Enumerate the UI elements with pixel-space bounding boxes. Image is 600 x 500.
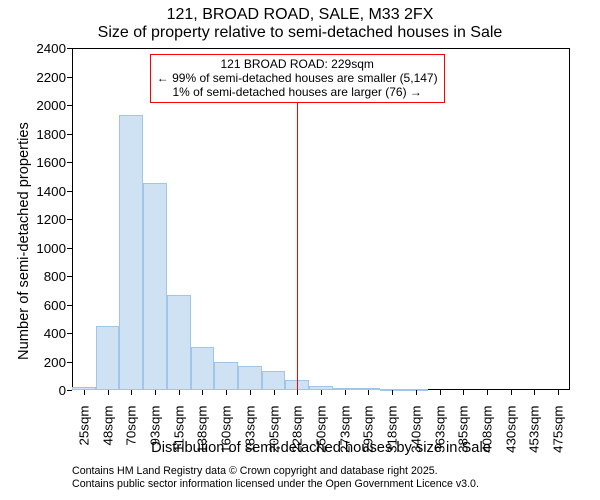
histogram-bar (214, 362, 238, 391)
y-tick-label: 1800 (32, 127, 66, 142)
x-tick-mark (297, 390, 298, 395)
x-tick-mark (392, 390, 393, 395)
y-tick-mark (67, 333, 72, 334)
y-tick-mark (67, 276, 72, 277)
y-tick-label: 1200 (32, 212, 66, 227)
y-tick-label: 1600 (32, 155, 66, 170)
histogram-bar (191, 347, 215, 390)
x-tick-mark (131, 390, 132, 395)
y-tick-label: 800 (32, 269, 66, 284)
callout-line-3: 1% of semi-detached houses are larger (7… (157, 86, 438, 100)
chart-title-line2: Size of property relative to semi-detach… (0, 24, 600, 42)
y-tick-label: 2200 (32, 70, 66, 85)
y-tick-mark (67, 134, 72, 135)
attribution-line-2: Contains public sector information licen… (72, 478, 479, 490)
y-tick-label: 200 (32, 355, 66, 370)
y-tick-mark (67, 219, 72, 220)
x-tick-mark (108, 390, 109, 395)
x-axis-label: Distribution of semi-detached houses by … (72, 440, 570, 456)
y-tick-mark (67, 390, 72, 391)
x-tick-mark (226, 390, 227, 395)
callout-box: 121 BROAD ROAD: 229sqm ← 99% of semi-det… (150, 54, 445, 103)
x-tick-mark (416, 390, 417, 395)
y-tick-mark (67, 77, 72, 78)
y-tick-mark (67, 191, 72, 192)
y-tick-label: 1400 (32, 184, 66, 199)
x-tick-mark (250, 390, 251, 395)
callout-line-2: ← 99% of semi-detached houses are smalle… (157, 72, 438, 86)
chart-title-line1: 121, BROAD ROAD, SALE, M33 2FX (0, 6, 600, 24)
y-tick-label: 400 (32, 326, 66, 341)
histogram-bar (262, 371, 286, 390)
histogram-bar (96, 326, 120, 390)
y-tick-label: 0 (32, 383, 66, 398)
y-axis-label: Number of semi-detached properties (16, 122, 32, 360)
x-tick-mark (511, 390, 512, 395)
histogram-bar (143, 183, 167, 390)
x-tick-mark (487, 390, 488, 395)
y-tick-mark (67, 162, 72, 163)
x-tick-mark (534, 390, 535, 395)
x-tick-mark (368, 390, 369, 395)
callout-marker-line (297, 103, 298, 390)
y-tick-label: 2400 (32, 41, 66, 56)
y-tick-label: 2000 (32, 98, 66, 113)
x-tick-mark (463, 390, 464, 395)
y-tick-label: 1000 (32, 241, 66, 256)
callout-line-1: 121 BROAD ROAD: 229sqm (157, 58, 438, 72)
y-tick-label: 600 (32, 298, 66, 313)
x-tick-mark (321, 390, 322, 395)
x-tick-mark (84, 390, 85, 395)
x-tick-mark (558, 390, 559, 395)
histogram-bar (119, 115, 143, 390)
x-tick-mark (274, 390, 275, 395)
histogram-bar (238, 366, 262, 390)
y-tick-mark (67, 362, 72, 363)
x-tick-mark (202, 390, 203, 395)
histogram-bar (167, 295, 191, 390)
y-tick-mark (67, 248, 72, 249)
y-tick-mark (67, 48, 72, 49)
x-tick-mark (345, 390, 346, 395)
x-tick-mark (440, 390, 441, 395)
attribution-line-1: Contains HM Land Registry data © Crown c… (72, 465, 438, 477)
y-tick-mark (67, 105, 72, 106)
x-tick-mark (179, 390, 180, 395)
y-tick-mark (67, 305, 72, 306)
x-tick-mark (155, 390, 156, 395)
